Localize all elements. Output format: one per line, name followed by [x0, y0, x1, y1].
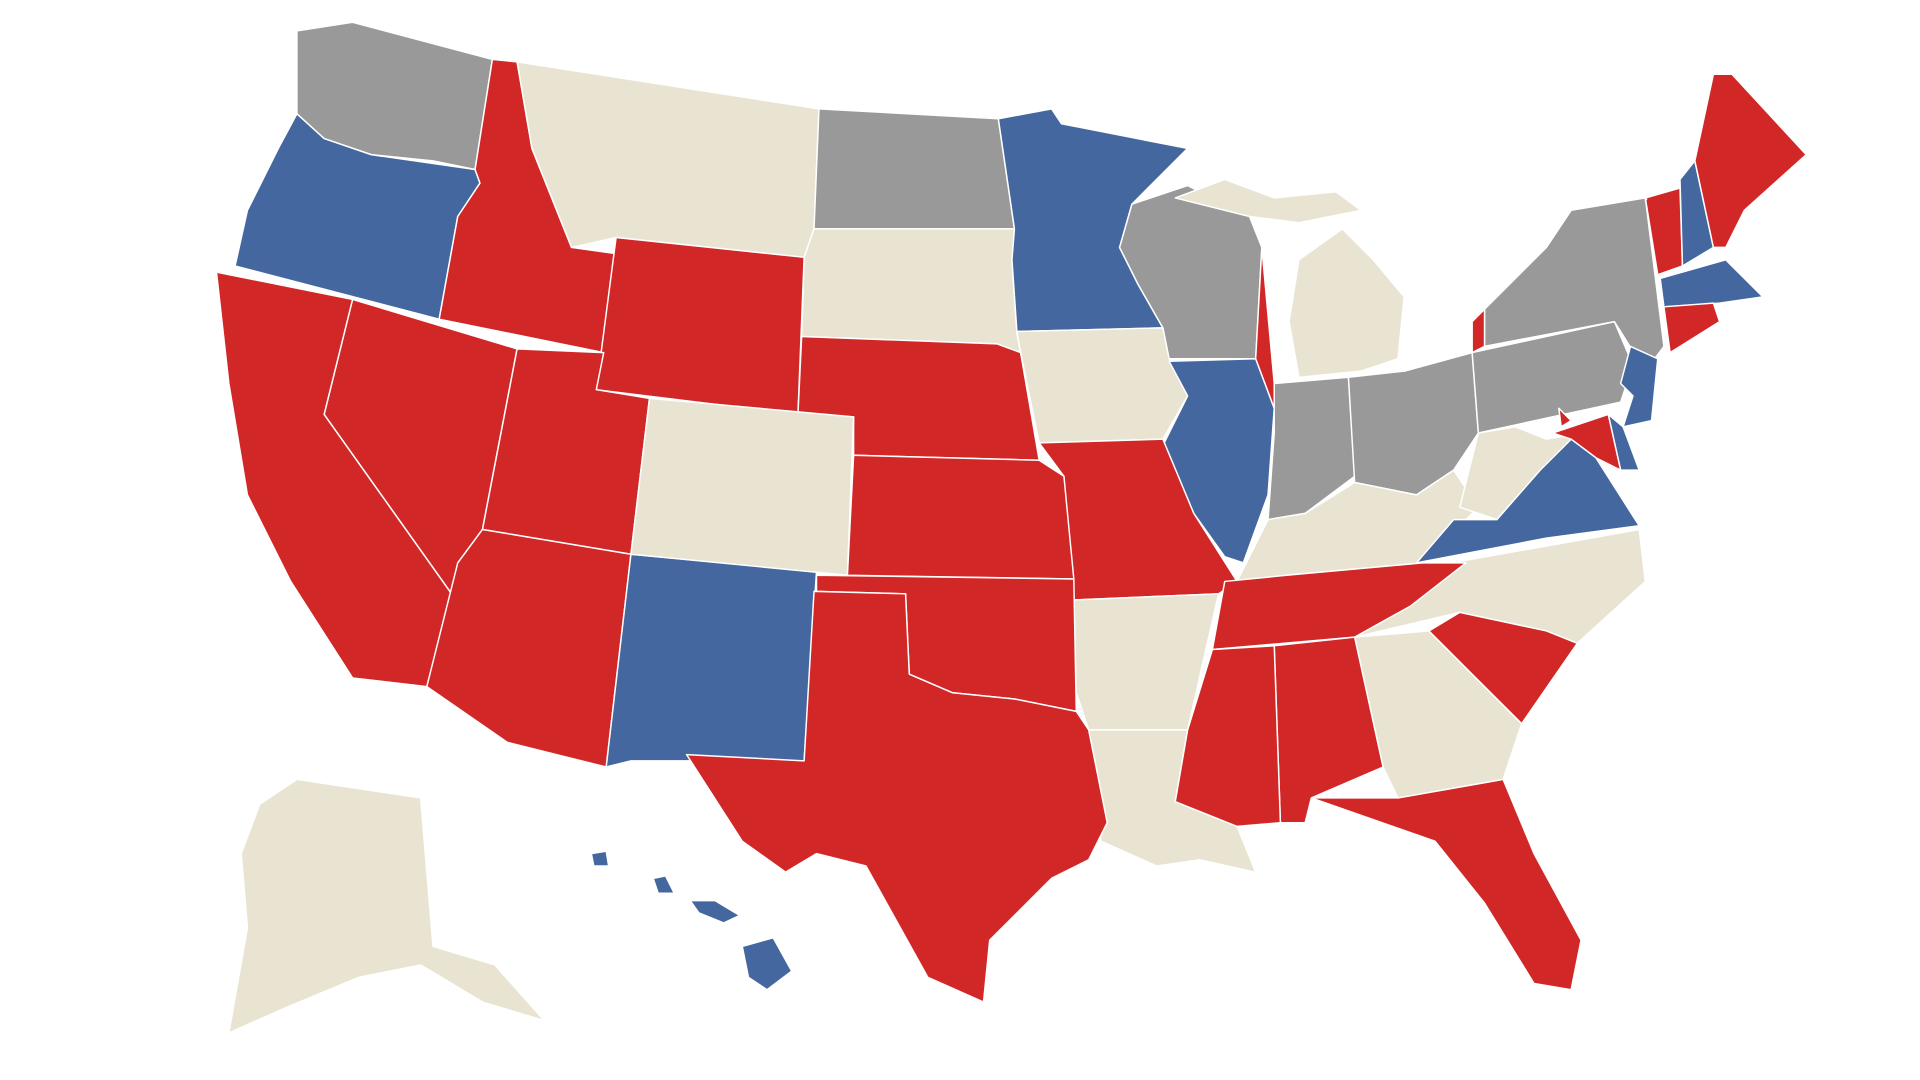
state [1663, 302, 1721, 354]
state [1288, 228, 1405, 379]
state [689, 899, 741, 924]
state [800, 228, 1022, 354]
state [1428, 611, 1579, 725]
state [595, 236, 805, 416]
state [1016, 327, 1189, 444]
state [1644, 197, 1648, 202]
state [1254, 246, 1275, 409]
state [1415, 438, 1640, 564]
state [1551, 413, 1622, 471]
state [846, 454, 1075, 580]
state [1659, 259, 1764, 308]
state [426, 528, 632, 768]
state [1656, 296, 1661, 304]
state [215, 271, 453, 688]
states-2 [228, 454, 1579, 1034]
state [1483, 197, 1665, 372]
state [741, 936, 793, 991]
state [1471, 308, 1486, 354]
state [1403, 351, 1473, 372]
state [1347, 351, 1480, 496]
state [1310, 778, 1582, 991]
state [630, 397, 855, 576]
state [1174, 178, 1362, 224]
state [228, 778, 546, 1034]
state [813, 108, 1016, 230]
state [590, 850, 610, 867]
states [215, 21, 1807, 991]
state [1558, 407, 1572, 428]
state [685, 590, 1108, 1003]
state [1174, 645, 1282, 828]
state [1694, 73, 1807, 249]
state [605, 553, 818, 768]
state [652, 875, 675, 894]
